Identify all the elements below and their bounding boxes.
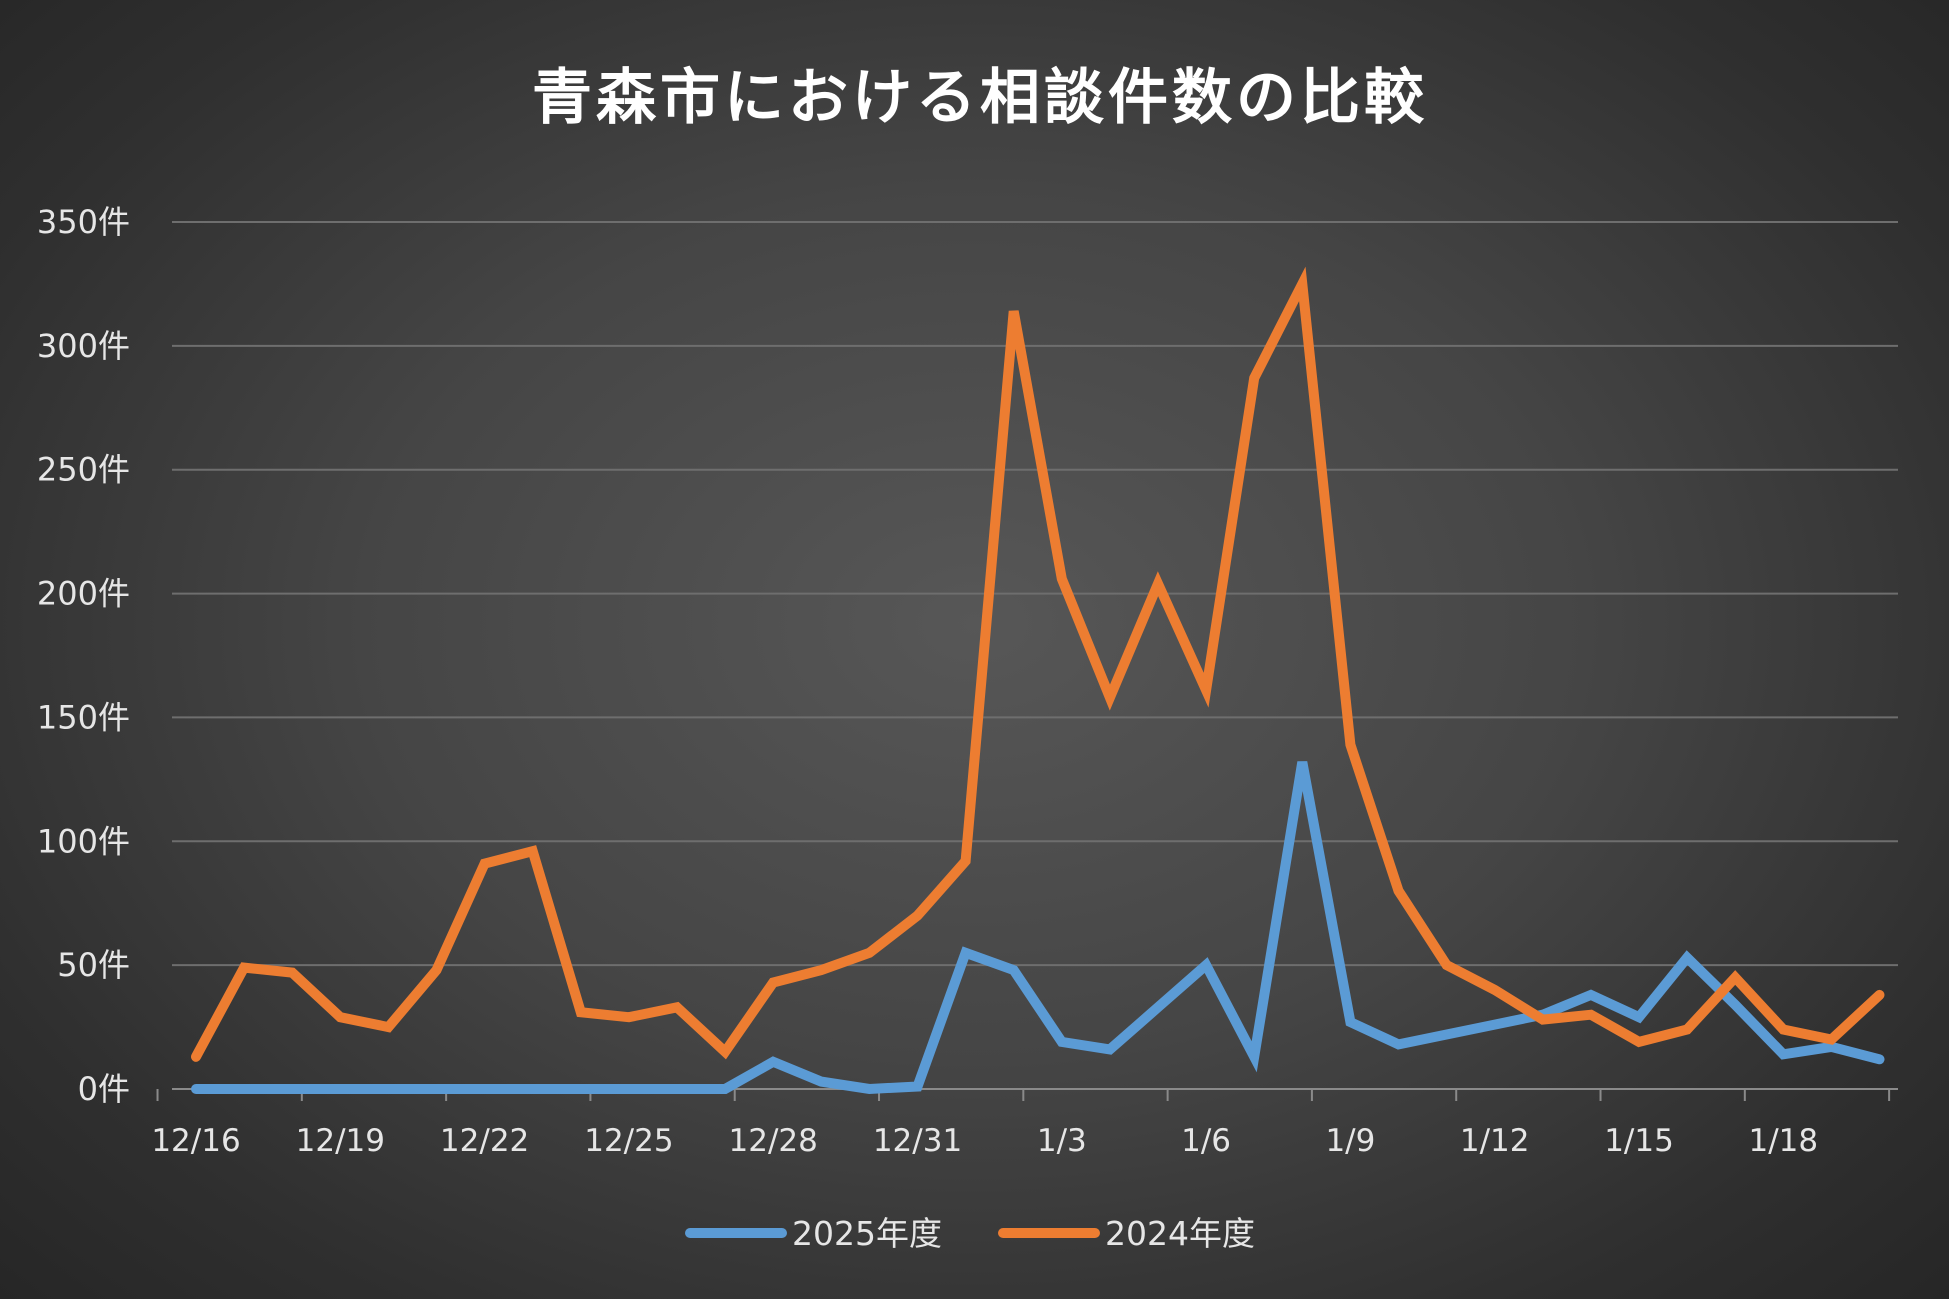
x-axis-ticks: 12/16 12/19 12/22 12/25 12/28 12/31 1/3 1/6 1/9 1… [151,1089,1891,1159]
x-tick-label: 12/22 [440,1123,529,1159]
legend-label: 2025年度 [792,1214,942,1253]
y-tick-label: 0件 [78,1070,130,1108]
x-tick-label: 12/28 [729,1123,818,1159]
y-tick-label: 200件 [37,575,130,613]
x-tick-label: 1/12 [1460,1123,1530,1159]
y-tick-label: 300件 [37,327,130,365]
x-tick-label: 1/6 [1181,1123,1231,1159]
legend: 2025年度 2024年度 [685,1214,1255,1253]
y-tick-label: 250件 [37,451,130,489]
grid [172,221,1898,967]
y-tick-label: 100件 [37,822,130,860]
chart-title: 青森市における相談件数の比較 [532,63,1428,133]
x-tick-label: 12/16 [151,1123,240,1159]
x-tick-label: 1/9 [1325,1123,1375,1159]
x-tick-label: 1/15 [1604,1123,1674,1159]
series-lines [191,266,1885,1095]
x-tick-label: 12/31 [873,1123,962,1159]
y-tick-label: 50件 [57,946,130,984]
x-tick-label: 1/3 [1037,1123,1087,1159]
y-tick-label: 350件 [37,203,130,241]
series-line-2 [191,266,1885,1062]
y-tick-label: 150件 [37,698,130,736]
x-tick-label: 1/18 [1748,1123,1818,1159]
series-line-1 [191,761,1885,1095]
x-tick-label: 12/19 [296,1123,385,1159]
y-axis-ticks: 0件 50件 100件 150件 200件 250件 300件 350件 [37,203,130,1108]
x-tick-label: 12/25 [584,1123,673,1159]
legend-label: 2024年度 [1105,1214,1255,1253]
